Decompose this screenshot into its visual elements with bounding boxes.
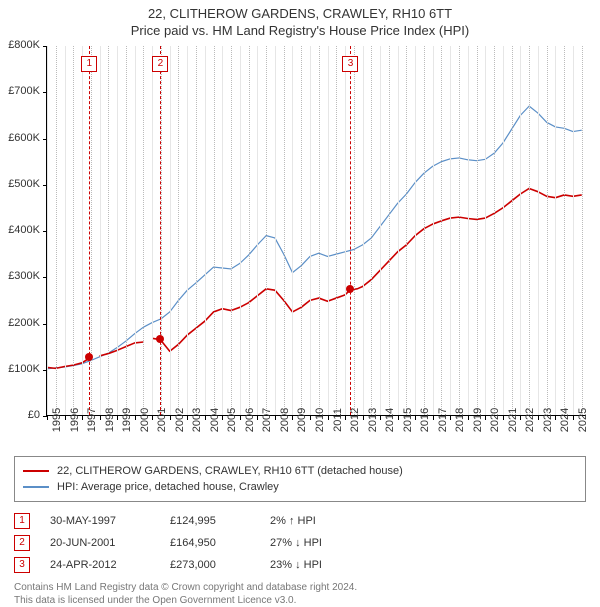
footer-line-1: Contains HM Land Registry data © Crown c… — [14, 582, 586, 595]
y-axis-tick-label: £500K — [0, 178, 40, 190]
x-axis-tick-label: 1995 — [51, 408, 63, 432]
y-axis-tick-label: £200K — [0, 317, 40, 329]
y-axis-tick-label: £700K — [0, 85, 40, 97]
transaction-date: 24-APR-2012 — [50, 559, 170, 571]
y-axis-tick-label: £800K — [0, 39, 40, 51]
x-axis-tick-label: 2023 — [542, 408, 554, 432]
event-marker-dot — [85, 353, 93, 361]
x-axis-tick-label: 2014 — [384, 408, 396, 432]
transaction-row: 1 30-MAY-1997£124,9952% ↑ HPI — [14, 510, 586, 532]
x-axis-tick-label: 1998 — [104, 408, 116, 432]
transaction-index-box: 1 — [14, 513, 30, 529]
transactions-table: 1 30-MAY-1997£124,9952% ↑ HPI 2 20-JUN-2001… — [14, 510, 586, 576]
event-marker-box: 2 — [152, 56, 168, 72]
chart-title-block: 22, CLITHEROW GARDENS, CRAWLEY, RH10 6TT… — [0, 0, 600, 38]
x-axis-tick-label: 1999 — [121, 408, 133, 432]
x-axis-tick-label: 2006 — [244, 408, 256, 432]
transaction-date: 30-MAY-1997 — [50, 515, 170, 527]
y-axis-tick-label: £600K — [0, 132, 40, 144]
transaction-price: £273,000 — [170, 559, 270, 571]
x-axis-tick-label: 2020 — [489, 408, 501, 432]
x-axis-tick-label: 2002 — [174, 408, 186, 432]
legend-label: 22, CLITHEROW GARDENS, CRAWLEY, RH10 6TT… — [57, 465, 403, 477]
legend-item: 22, CLITHEROW GARDENS, CRAWLEY, RH10 6TT… — [23, 463, 577, 479]
transaction-delta: 27% ↓ HPI — [270, 537, 360, 549]
legend-box: 22, CLITHEROW GARDENS, CRAWLEY, RH10 6TT… — [14, 456, 586, 502]
x-axis-tick-label: 2017 — [437, 408, 449, 432]
legend-item: HPI: Average price, detached house, Craw… — [23, 479, 577, 495]
x-axis-tick-label: 2021 — [507, 408, 519, 432]
event-marker-dot — [346, 285, 354, 293]
transaction-row: 2 20-JUN-2001£164,95027% ↓ HPI — [14, 532, 586, 554]
x-axis-tick-label: 2001 — [156, 408, 168, 432]
chart-area: £0£100K£200K£300K£400K£500K£600K£700K£80… — [46, 46, 586, 416]
x-axis-tick-label: 2018 — [454, 408, 466, 432]
x-axis-tick-label: 2004 — [209, 408, 221, 432]
legend-label: HPI: Average price, detached house, Craw… — [57, 481, 279, 493]
x-axis-tick-label: 2015 — [402, 408, 414, 432]
x-axis-tick-label: 2025 — [577, 408, 589, 432]
title-line-2: Price paid vs. HM Land Registry's House … — [0, 23, 600, 38]
transaction-row: 3 24-APR-2012£273,00023% ↓ HPI — [14, 554, 586, 576]
transaction-price: £164,950 — [170, 537, 270, 549]
title-line-1: 22, CLITHEROW GARDENS, CRAWLEY, RH10 6TT — [0, 6, 600, 21]
y-axis-tick-label: £400K — [0, 224, 40, 236]
legend-swatch — [23, 486, 49, 488]
x-axis-tick-label: 2000 — [139, 408, 151, 432]
legend-swatch — [23, 470, 49, 472]
event-marker-line — [350, 46, 351, 415]
transaction-price: £124,995 — [170, 515, 270, 527]
chart-lines-svg — [47, 46, 587, 416]
x-axis-tick-label: 2008 — [279, 408, 291, 432]
x-axis-tick-label: 2013 — [367, 408, 379, 432]
event-marker-box: 3 — [342, 56, 358, 72]
x-axis-tick-label: 2005 — [226, 408, 238, 432]
x-axis-tick-label: 2007 — [261, 408, 273, 432]
transaction-delta: 2% ↑ HPI — [270, 515, 360, 527]
x-axis-tick-label: 2011 — [332, 408, 344, 432]
x-axis-tick-label: 2003 — [191, 408, 203, 432]
transaction-index-box: 2 — [14, 535, 30, 551]
x-axis-tick-label: 2024 — [559, 408, 571, 432]
event-marker-dot — [156, 335, 164, 343]
transaction-date: 20-JUN-2001 — [50, 537, 170, 549]
x-axis-tick-label: 2010 — [314, 408, 326, 432]
y-axis-tick-label: £0 — [0, 409, 40, 421]
x-axis-tick-label: 1997 — [86, 408, 98, 432]
x-axis-tick-label: 2016 — [419, 408, 431, 432]
y-axis-tick-label: £300K — [0, 270, 40, 282]
event-marker-line — [160, 46, 161, 415]
y-axis-tick-label: £100K — [0, 363, 40, 375]
transaction-delta: 23% ↓ HPI — [270, 559, 360, 571]
transaction-index-box: 3 — [14, 557, 30, 573]
x-axis-tick-label: 1996 — [69, 408, 81, 432]
footer-attribution: Contains HM Land Registry data © Crown c… — [14, 582, 586, 607]
event-marker-box: 1 — [81, 56, 97, 72]
x-axis-tick-label: 2022 — [524, 408, 536, 432]
x-axis-tick-label: 2009 — [296, 408, 308, 432]
x-axis-tick-label: 2019 — [472, 408, 484, 432]
footer-line-2: This data is licensed under the Open Gov… — [14, 595, 586, 607]
